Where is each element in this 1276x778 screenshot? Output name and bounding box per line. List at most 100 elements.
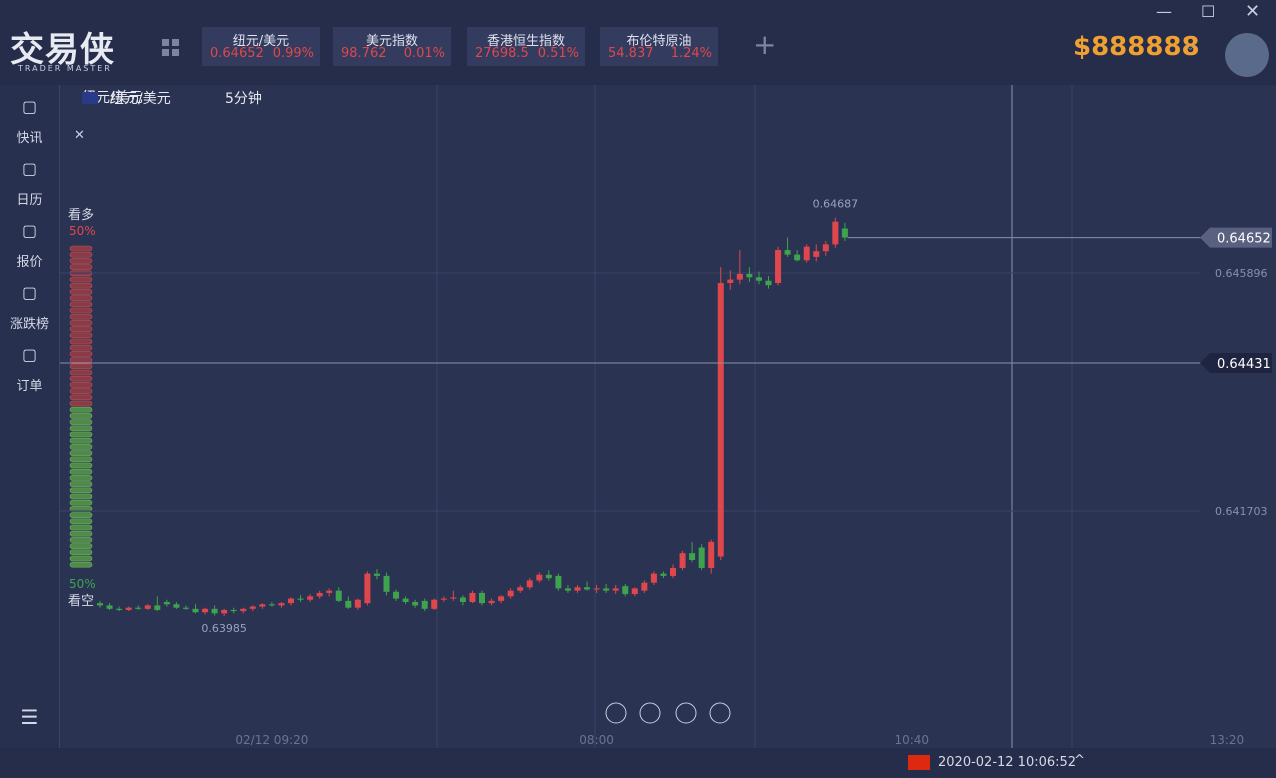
nav-icon[interactable]: ▢ — [21, 221, 38, 240]
ticker-price: 27698.5 — [475, 46, 529, 61]
candle-body — [144, 605, 151, 609]
meter-pill — [69, 245, 93, 252]
meter-pill — [69, 264, 93, 270]
menu-icon[interactable]: ☰ — [20, 705, 39, 729]
meter-pill — [69, 295, 93, 301]
ticker[interactable]: 纽元/美元 0.64652 0.99% — [202, 27, 320, 66]
candle-body — [517, 587, 524, 591]
minimize-button[interactable]: — — [1156, 2, 1172, 21]
x-tick-label: 02/12 09:20 — [235, 733, 308, 747]
nav-item[interactable]: 涨跌榜 — [9, 317, 49, 332]
candle-body — [163, 602, 170, 605]
candle-body — [450, 597, 457, 599]
ticker-change: 0.99% — [272, 46, 314, 61]
meter-pill — [69, 307, 93, 314]
meter-pill — [69, 462, 93, 469]
close-icon[interactable]: ✕ — [74, 128, 85, 143]
candle-body — [564, 588, 571, 591]
nav-icon[interactable]: ▢ — [21, 283, 38, 302]
high-label: 0.64687 — [813, 198, 859, 211]
candle-body — [689, 553, 696, 560]
ticker-name: 香港恒生指数 — [486, 34, 565, 49]
top-bar: 交易侠 TRADER MASTER + $888888 ⌵ — ☐ ✕ 纽元/美… — [0, 0, 1276, 85]
candle-body — [670, 567, 676, 576]
nav-item[interactable]: 快讯 — [16, 131, 43, 146]
candle-body — [822, 244, 829, 252]
meter-pill — [69, 437, 93, 444]
nav-icon[interactable]: ▢ — [21, 345, 38, 364]
bull-label: 看多 — [68, 207, 94, 223]
zoom-out[interactable] — [605, 702, 627, 724]
ticker[interactable]: 美元指数 98.762 0.01% — [333, 27, 451, 66]
avatar[interactable] — [1225, 33, 1269, 77]
zoom-in[interactable] — [709, 702, 731, 724]
nav-icon[interactable]: ▢ — [21, 159, 38, 178]
balance-dropdown[interactable]: ⌵ — [1185, 38, 1196, 54]
candle-body — [202, 608, 209, 613]
ticker[interactable]: 香港恒生指数 27698.5 0.51% — [467, 27, 585, 66]
candle-body — [469, 592, 476, 603]
meter-pill — [69, 320, 93, 326]
sidebar: ▢ 快讯 ▢ 日历 ▢ 报价 ▢ 涨跌榜 ▢ 订单 ☰ — [0, 85, 60, 748]
close-button[interactable]: ✕ — [1245, 1, 1261, 22]
candle-body — [660, 573, 667, 576]
nav-icon[interactable]: ▢ — [21, 97, 38, 116]
candle-body — [755, 277, 762, 281]
low-label: 0.63985 — [201, 622, 247, 635]
to-end[interactable] — [675, 702, 697, 724]
candle-body — [393, 591, 400, 599]
candle-body — [631, 588, 638, 595]
meter-pill — [69, 475, 93, 481]
ticker[interactable]: 布伦特原油 54.837 1.24% — [600, 27, 718, 66]
candle-body — [421, 600, 428, 609]
plot: 0.645896 0.641703 02/12 09:20 08:00 10:40 13:… — [60, 198, 1272, 747]
candle-body — [794, 254, 801, 261]
y-tick-label: 0.645896 — [1215, 267, 1268, 280]
meter-pill — [69, 468, 93, 475]
x-tick-label: 13:20 — [1210, 733, 1245, 747]
datetime: 2020-02-12 10:06:52 — [938, 755, 1077, 770]
candle-body — [221, 609, 228, 614]
flag — [908, 755, 930, 770]
ticker-change: 1.24% — [670, 46, 712, 61]
crosshair-tag — [1200, 353, 1272, 374]
nav-item[interactable]: 日历 — [16, 193, 43, 208]
meter-pill — [69, 425, 93, 432]
interval[interactable]: 5分钟 — [225, 90, 262, 107]
candle-body — [650, 573, 657, 583]
grid-icon[interactable] — [162, 39, 180, 57]
maximize-button[interactable]: ☐ — [1201, 2, 1216, 21]
candle-body — [526, 580, 533, 588]
to-start[interactable] — [639, 702, 661, 724]
candle-body — [584, 587, 591, 590]
ticker-change: 0.01% — [403, 46, 445, 61]
candle-body — [488, 600, 495, 604]
candle-body — [459, 597, 466, 603]
logo: 交易侠 — [10, 30, 115, 70]
nav-item[interactable]: 报价 — [16, 255, 43, 270]
candle-body — [698, 547, 705, 568]
logo-sub: TRADER MASTER — [18, 64, 112, 73]
expand[interactable]: ^ — [1074, 753, 1085, 768]
meter-pill — [69, 549, 93, 556]
candle-body — [736, 273, 743, 280]
zoom-controls — [605, 702, 731, 724]
candle-body — [708, 541, 715, 568]
candle-body — [717, 282, 724, 557]
grid-lines — [436, 85, 1073, 748]
meter-pill — [69, 406, 93, 413]
meter-pill — [69, 369, 93, 376]
candle-body — [345, 600, 352, 608]
candle-body — [813, 251, 820, 257]
balance[interactable]: $888888 — [1073, 32, 1200, 62]
candle-body — [479, 592, 485, 604]
meter-pill — [69, 258, 93, 264]
candle-body — [746, 273, 753, 278]
candle-body — [135, 607, 142, 609]
nav-item[interactable]: 订单 — [16, 379, 43, 394]
symbol-label[interactable]: 纽元/美元 — [110, 91, 171, 107]
add-ticker[interactable]: + — [753, 28, 777, 61]
meter-pill — [69, 555, 93, 562]
meter-pill — [69, 338, 93, 345]
candle-body — [440, 598, 447, 600]
